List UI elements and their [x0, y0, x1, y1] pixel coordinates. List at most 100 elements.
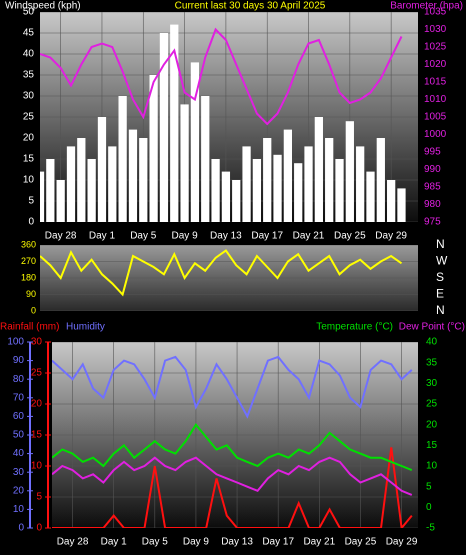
- y2-tick-label: N: [436, 303, 445, 317]
- y3-tick-label: 40: [13, 448, 25, 459]
- y-tick-label: 30: [23, 91, 35, 102]
- y-tick-label: 5: [28, 196, 34, 207]
- bar: [46, 159, 55, 222]
- y2-tick-label: 1015: [424, 77, 447, 88]
- y2-tick-label: 25: [426, 399, 438, 410]
- bar: [149, 75, 158, 222]
- series-line: [52, 456, 413, 496]
- y-tick-label: 360: [21, 239, 36, 249]
- bar: [108, 146, 117, 222]
- legend-entry: Temperature (°C): [316, 322, 393, 333]
- bar: [232, 180, 241, 222]
- bar: [118, 96, 127, 222]
- series-line: [52, 422, 413, 472]
- y-tick-label: 20: [23, 133, 35, 144]
- bar: [273, 154, 282, 222]
- y2-tick-label: N: [436, 237, 445, 251]
- x-tick-label: Day 9: [172, 231, 199, 242]
- x-tick-label: Day 9: [183, 537, 210, 548]
- y2-tick-label: W: [436, 254, 448, 268]
- y3-tick-label: 50: [13, 430, 25, 441]
- bar: [366, 171, 375, 222]
- bar: [128, 129, 138, 222]
- y2-tick-label: -5: [426, 523, 435, 534]
- x-tick-label: Day 28: [57, 537, 89, 548]
- x-tick-label: Day 13: [210, 231, 242, 242]
- y3-tick-label: 0: [18, 523, 24, 534]
- x-tick-label: Day 28: [45, 231, 77, 242]
- x-tick-label: Day 17: [262, 537, 294, 548]
- x-tick-label: Day 5: [130, 231, 157, 242]
- y-tick-label: 20: [31, 399, 43, 410]
- y-tick-label: 50: [23, 7, 35, 18]
- bar: [190, 62, 200, 222]
- bar: [294, 163, 303, 222]
- y2-tick-label: 1035: [424, 7, 447, 18]
- legend-entry: Dew Point (°C): [399, 322, 465, 333]
- y-tick-label: 15: [31, 430, 43, 441]
- y3-tick-label: 100: [7, 337, 24, 348]
- legend-entry: Windspeed (kph): [5, 1, 81, 12]
- plot-area: [40, 12, 418, 222]
- x-tick-label: Day 25: [334, 231, 366, 242]
- y3-tick-label: 30: [13, 467, 25, 478]
- bar: [252, 159, 262, 222]
- y-tick-label: 10: [23, 175, 35, 186]
- x-tick-label: Day 29: [386, 537, 418, 548]
- y2-tick-label: 1025: [424, 42, 447, 53]
- series-line: [52, 355, 413, 419]
- bar: [314, 117, 323, 222]
- y2-tick-label: 1005: [424, 112, 447, 123]
- y-tick-label: 0: [36, 523, 42, 534]
- y2-tick-label: 20: [426, 419, 438, 430]
- bar: [87, 159, 96, 222]
- bar: [139, 138, 148, 222]
- x-tick-label: Day 25: [345, 537, 377, 548]
- bar: [180, 104, 189, 222]
- bar: [387, 180, 396, 222]
- y-tick-label: 270: [21, 256, 36, 266]
- y-tick-label: 90: [26, 289, 36, 299]
- y3-tick-label: 20: [13, 485, 25, 496]
- series-line: [40, 27, 403, 126]
- x-tick-label: Day 13: [221, 537, 253, 548]
- plot-area: [52, 342, 418, 528]
- bar: [159, 33, 169, 222]
- y2-tick-label: 1000: [424, 129, 447, 140]
- y-tick-label: 15: [23, 154, 35, 165]
- y2-tick-label: 30: [426, 378, 438, 389]
- bar: [304, 146, 313, 222]
- y2-tick-label: 995: [424, 147, 441, 158]
- y2-tick-label: 0: [426, 502, 432, 513]
- legend-entry: Barometer (hpa): [390, 1, 463, 12]
- y2-tick-label: 985: [424, 182, 441, 193]
- y3-tick-label: 80: [13, 374, 25, 385]
- y2-tick-label: 35: [426, 357, 438, 368]
- bar: [356, 146, 365, 222]
- y-tick-label: 0: [31, 305, 36, 315]
- series-line: [52, 447, 413, 528]
- y2-tick-label: 1030: [424, 24, 447, 35]
- chart-title: Current last 30 days 30 April 2025: [175, 1, 326, 12]
- y3-tick-label: 70: [13, 392, 25, 403]
- y2-tick-label: 10: [426, 461, 438, 472]
- y2-tick-label: S: [436, 270, 444, 284]
- bar: [40, 171, 45, 222]
- legend-entry: Humidity: [66, 322, 105, 333]
- bar: [325, 138, 334, 222]
- x-tick-label: Day 21: [293, 231, 325, 242]
- y2-tick-label: 5: [426, 481, 432, 492]
- y-tick-label: 0: [28, 217, 34, 228]
- bar: [221, 171, 231, 222]
- y-tick-label: 25: [31, 368, 43, 379]
- y-tick-label: 45: [23, 28, 35, 39]
- x-tick-label: Day 29: [375, 231, 407, 242]
- legend-entry: Rainfall (mm): [0, 322, 59, 333]
- bar: [376, 138, 385, 222]
- series-line: [40, 249, 403, 297]
- bar: [97, 117, 107, 222]
- y-tick-label: 10: [31, 461, 43, 472]
- y2-tick-label: 1010: [424, 94, 447, 105]
